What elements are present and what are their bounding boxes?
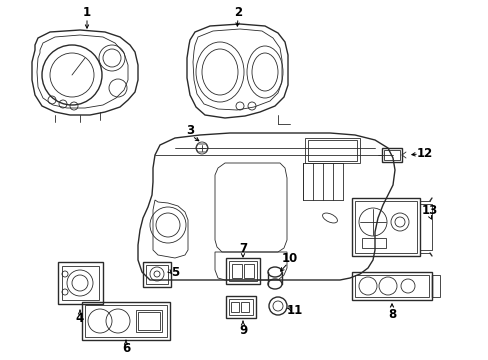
Text: 8: 8	[387, 309, 395, 321]
Text: 3: 3	[185, 123, 194, 136]
Bar	[225, 258, 260, 284]
Bar	[82, 302, 170, 340]
Bar	[231, 264, 242, 278]
Bar	[136, 310, 162, 332]
Bar	[58, 262, 103, 304]
Text: 13: 13	[421, 203, 437, 216]
Text: 12: 12	[416, 147, 432, 159]
Bar	[361, 238, 385, 248]
Bar	[354, 275, 428, 297]
Text: 11: 11	[286, 303, 303, 316]
Bar	[85, 305, 167, 337]
Text: 6: 6	[122, 342, 130, 355]
Text: 4: 4	[76, 311, 84, 324]
Bar	[351, 272, 431, 300]
Bar	[62, 266, 99, 300]
Bar	[146, 265, 168, 284]
Bar	[383, 150, 399, 160]
Bar	[138, 312, 160, 330]
Bar	[244, 264, 253, 278]
Bar	[381, 148, 401, 162]
Bar	[351, 198, 419, 256]
Bar	[419, 204, 431, 250]
Text: 7: 7	[239, 242, 246, 255]
Bar	[305, 138, 359, 163]
Bar	[241, 302, 248, 312]
Bar	[228, 299, 252, 315]
Bar	[431, 275, 439, 297]
Bar	[307, 140, 356, 161]
Bar	[225, 296, 256, 318]
Text: 9: 9	[238, 324, 246, 337]
Bar	[228, 261, 257, 281]
Bar	[354, 201, 416, 253]
Text: 5: 5	[170, 266, 179, 279]
Text: 10: 10	[281, 252, 298, 265]
Bar	[230, 302, 239, 312]
Text: 2: 2	[233, 5, 242, 18]
Bar	[142, 262, 171, 287]
Text: 1: 1	[83, 5, 91, 18]
